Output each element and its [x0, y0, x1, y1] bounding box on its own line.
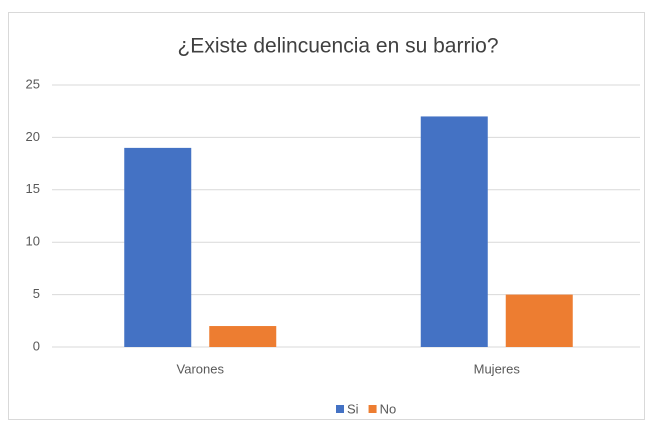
bar	[124, 147, 192, 347]
x-tick-label: Mujeres	[474, 361, 521, 376]
y-tick-label: 25	[26, 76, 40, 91]
chart-border	[8, 12, 645, 420]
legend-label: No	[380, 401, 397, 416]
legend-label: Si	[347, 401, 359, 416]
y-tick-label: 15	[26, 181, 40, 196]
x-tick-label: Varones	[177, 361, 225, 376]
legend-swatch	[368, 405, 377, 413]
bar	[209, 326, 277, 347]
y-tick-label: 10	[26, 234, 40, 249]
y-tick-label: 20	[26, 129, 40, 144]
bar	[420, 116, 488, 347]
y-tick-label: 5	[33, 286, 40, 301]
chart-title: ¿Existe delincuencia en su barrio?	[177, 35, 498, 58]
bar	[505, 294, 573, 347]
legend-swatch	[336, 405, 344, 413]
y-tick-label: 0	[33, 338, 40, 353]
